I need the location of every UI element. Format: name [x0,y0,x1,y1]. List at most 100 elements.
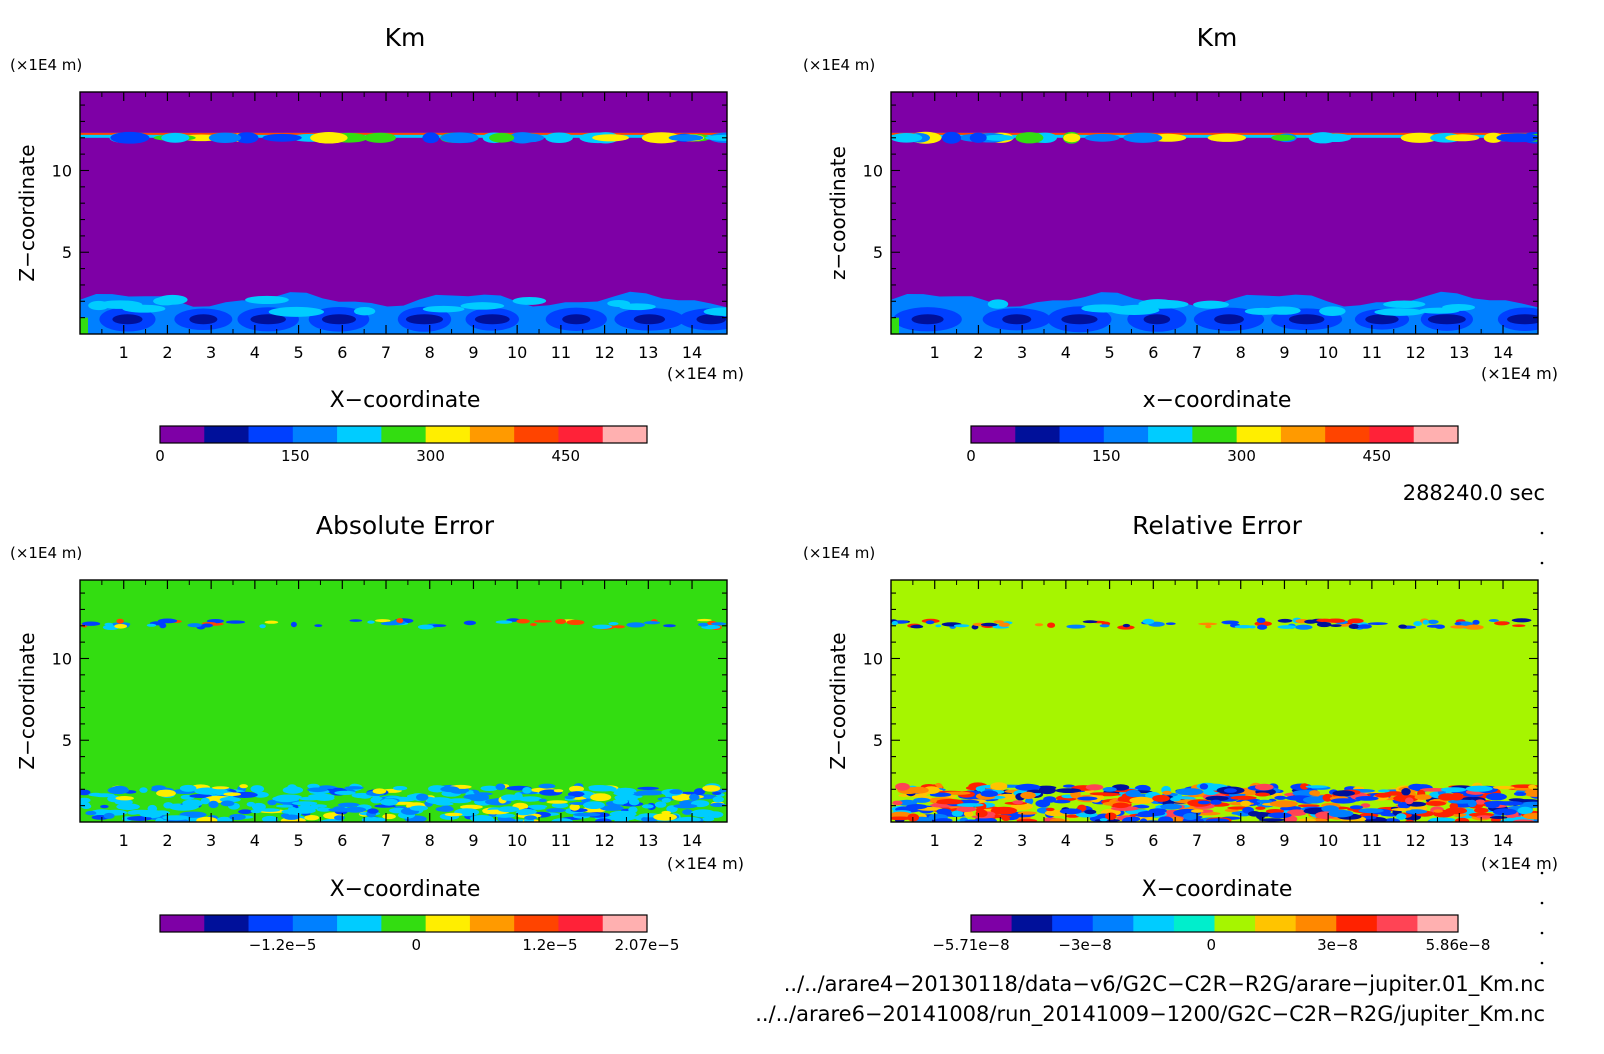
error-patch [344,806,367,813]
error-patch [1429,817,1456,822]
error-patch [1077,796,1098,801]
colorbar-label: 0 [966,447,976,465]
upper-eddy [545,132,573,144]
error-patch [564,795,576,800]
streak [1117,304,1159,314]
error-patch [1026,789,1054,794]
colorbar-segment [248,426,294,443]
colorbar-frame [970,425,1459,444]
error-patch [470,815,494,822]
error-patch [1398,624,1407,629]
error-patch [891,816,912,821]
colorbar-segment [1236,426,1282,443]
eddy-core [1288,314,1325,325]
streak [1374,308,1425,316]
upper-eddy [508,132,536,144]
error-patch [435,806,454,812]
x-tick-label: 13 [638,831,658,850]
error-patch [416,793,429,801]
error-patch [711,622,727,626]
error-patch [1269,800,1298,808]
error-patch [1162,790,1172,795]
colorbar: 0 150 300 450 [966,425,1459,465]
error-patch [1309,790,1321,796]
eddy-core [1214,314,1244,325]
error-patch [1298,818,1317,822]
error-patch [251,802,266,811]
streak [703,307,727,316]
eddy-core [1002,314,1032,325]
error-patch [1454,817,1470,822]
error-patch [252,791,269,798]
error-patch [1165,622,1176,625]
error-patch [396,618,404,624]
error-patch [1258,818,1286,822]
upper-eddy [262,133,302,142]
field-background [891,92,1538,334]
error-patch [712,796,724,803]
error-patch [596,785,615,792]
error-patch [1122,623,1130,628]
plot-frame [79,579,728,823]
error-patch [892,800,903,806]
x-tick-label: 4 [250,343,260,362]
error-patch [92,793,115,798]
streak [422,305,465,313]
x-tick-label: 3 [206,343,216,362]
y-tick-label: 5 [62,243,72,262]
error-patch [1383,818,1400,822]
error-patch [1472,619,1480,625]
error-patch [1449,792,1464,801]
error-patch [1122,817,1137,822]
error-patch [480,785,499,791]
error-patch [524,815,537,820]
error-patch [1198,622,1218,626]
error-patch [1012,800,1024,805]
streak [1383,300,1426,309]
error-patch [1112,802,1130,809]
upper-eddy [1123,132,1163,143]
error-patch [1240,800,1251,807]
upper-eddy [1483,132,1504,143]
error-patch [229,813,246,821]
x-tick-label: 10 [507,831,527,850]
x-tick-label: 6 [337,831,347,850]
error-patch [1055,788,1082,793]
error-patch [566,619,585,626]
error-patch [1519,801,1538,808]
error-patch [372,788,387,794]
error-patch [1405,797,1414,805]
upper-eddy [235,132,259,144]
footer-dots [1540,531,1544,965]
eddy-core [1061,314,1098,325]
error-patch [103,812,115,819]
x-tick-label: 8 [1236,343,1246,362]
upper-eddy [969,132,987,143]
y-unit-label: (×1E4 m) [10,56,82,74]
dot [1540,561,1544,565]
colorbar-segment [425,426,471,443]
upper-eddy [1320,133,1352,143]
y-tick-label: 5 [873,731,883,750]
colorbar-segment [1214,915,1256,932]
error-patch [1043,796,1057,803]
upper-eddy [1084,133,1120,142]
error-patch [310,804,328,808]
error-patch [1234,625,1254,629]
error-patch [250,785,265,793]
colorbar-label: 450 [551,447,580,465]
plot-area [891,92,1538,334]
error-patch [951,810,964,817]
error-patch [1294,624,1313,630]
upper-eddy [1015,132,1044,144]
error-patch [1475,799,1486,805]
x-tick-label: 4 [1061,831,1071,850]
upper-eddy [1445,134,1480,142]
y-axis-label: Z−coordinate [15,144,39,281]
error-patch [953,624,970,628]
error-patch [1183,813,1198,820]
error-patch [300,802,311,811]
x-tick-label: 13 [638,343,658,362]
error-patch [998,622,1010,627]
